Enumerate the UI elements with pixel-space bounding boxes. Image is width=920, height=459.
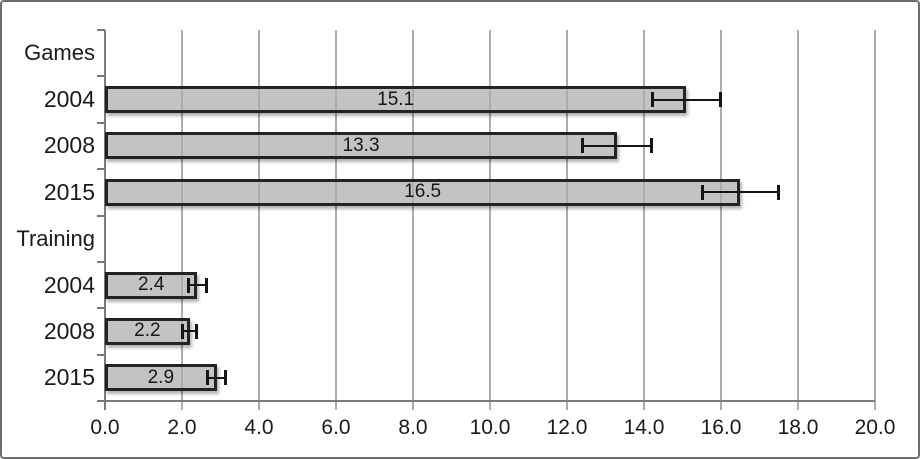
- error-bar-cap-right: [649, 138, 653, 154]
- y-axis-tick: [97, 261, 105, 263]
- bar-training-2008: 2.2: [105, 317, 190, 345]
- error-bar: [582, 144, 652, 147]
- gridline: [258, 30, 260, 410]
- error-bar-cap-right: [195, 323, 199, 339]
- bar-value-label: 13.3: [342, 134, 380, 156]
- y-axis-tick: [97, 354, 105, 356]
- error-bar: [651, 98, 721, 101]
- gridline: [181, 30, 183, 410]
- y-axis-tick: [97, 75, 105, 77]
- error-bar-cap-right: [776, 184, 780, 200]
- gridline: [720, 30, 722, 410]
- plot-area: 15.1 13.3 16.5 2.4 2.2 2.9: [97, 29, 876, 410]
- y-axis-tick: [97, 215, 105, 217]
- x-tick-label-18.0: 18.0: [777, 416, 819, 439]
- bar-games-2015: 16.5: [105, 178, 741, 206]
- y-axis-tick: [97, 122, 105, 124]
- gridline: [566, 30, 568, 410]
- error-bar-cap-right: [205, 277, 209, 293]
- bar-value-label: 16.5: [404, 181, 442, 203]
- y-axis-line: [104, 30, 106, 410]
- bar-value-label: 2.4: [137, 274, 165, 296]
- x-tick-label-10.0: 10.0: [469, 416, 511, 439]
- gridline: [412, 30, 414, 410]
- error-bar-cap-left: [650, 92, 654, 108]
- gridline: [797, 30, 799, 410]
- bar-training-2015: 2.9: [105, 364, 217, 392]
- gridline: [874, 30, 876, 410]
- x-tick-label-12.0: 12.0: [546, 416, 588, 439]
- category-group-label-training: Training: [16, 225, 95, 251]
- x-tick-label-2.0: 2.0: [167, 416, 197, 439]
- category-group-label-games: Games: [24, 40, 95, 66]
- error-bar-cap-left: [186, 277, 190, 293]
- error-bar-cap-right: [224, 370, 228, 386]
- x-tick-label-8.0: 8.0: [398, 416, 428, 439]
- category-label-2004: 2004: [43, 271, 95, 298]
- error-bar: [207, 376, 227, 379]
- x-tick-label-20.0: 20.0: [854, 416, 896, 439]
- x-tick-label-16.0: 16.0: [700, 416, 742, 439]
- error-bar-cap-left: [581, 138, 585, 154]
- y-axis-tick: [97, 168, 105, 170]
- y-axis-tick: [97, 307, 105, 309]
- gridline: [489, 30, 491, 410]
- error-bar-cap-right: [719, 92, 722, 108]
- gridline: [335, 30, 337, 410]
- y-axis-tick: [97, 29, 105, 31]
- error-bar: [182, 330, 198, 333]
- x-axis-line: [97, 400, 875, 402]
- gridline: [643, 30, 645, 410]
- error-bar: [187, 284, 208, 287]
- x-tick-label-0.0: 0.0: [90, 416, 120, 439]
- error-bar-cap-left: [700, 184, 704, 200]
- category-label-2008: 2008: [43, 132, 95, 159]
- category-label-2008: 2008: [43, 317, 95, 344]
- bar-value-label: 2.2: [134, 320, 161, 342]
- x-tick-label-4.0: 4.0: [244, 416, 274, 439]
- error-bar-cap-left: [181, 323, 184, 339]
- error-bar: [701, 191, 779, 194]
- x-tick-label-14.0: 14.0: [623, 416, 665, 439]
- category-label-2015: 2015: [43, 178, 95, 205]
- category-label-2004: 2004: [43, 86, 95, 113]
- bar-games-2004: 15.1: [105, 86, 687, 114]
- error-bar-cap-left: [206, 370, 210, 386]
- category-label-2015: 2015: [43, 364, 95, 391]
- x-tick-label-6.0: 6.0: [321, 416, 351, 439]
- bar-games-2008: 13.3: [105, 132, 618, 160]
- bar-training-2004: 2.4: [105, 271, 198, 299]
- y-axis-tick: [97, 400, 105, 402]
- bar-value-label: 2.9: [147, 366, 175, 388]
- bar-value-label: 15.1: [377, 88, 415, 110]
